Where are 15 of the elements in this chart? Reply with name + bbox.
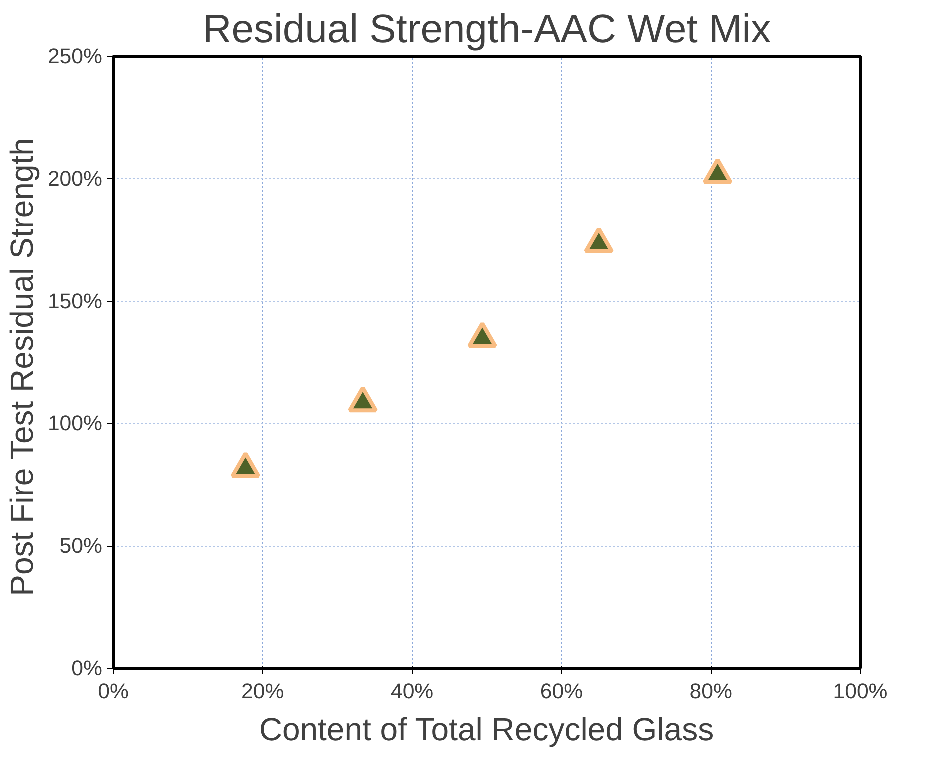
y-tick-label: 100%: [48, 412, 103, 436]
y-axis-title: Post Fire Test Residual Strength: [4, 138, 40, 596]
x-tick-label: 20%: [242, 680, 284, 704]
y-tick-label: 0%: [72, 656, 103, 680]
x-tick-label: 0%: [98, 680, 129, 704]
x-tick-label: 40%: [390, 680, 434, 704]
x-tick-label: 100%: [833, 680, 888, 704]
chart-title: Residual Strength-AAC Wet Mix: [202, 8, 772, 52]
y-tick-label: 50%: [60, 534, 103, 558]
x-axis-title: Content of Total Recycled Glass: [259, 712, 714, 748]
y-tick-label: 250%: [48, 44, 103, 68]
x-tick-label: 80%: [690, 680, 732, 704]
y-tick-label: 150%: [48, 289, 103, 314]
y-tick-label: 200%: [48, 166, 103, 191]
x-tick-label: 60%: [540, 680, 584, 704]
